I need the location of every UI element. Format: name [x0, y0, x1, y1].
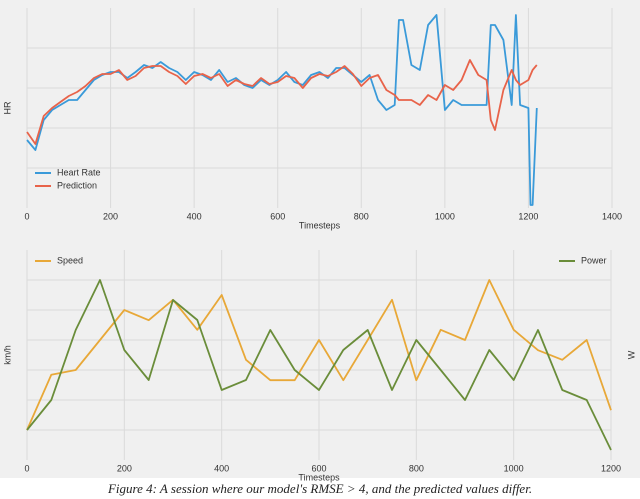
x-tick-label: 1200 [518, 211, 538, 221]
x-tick-label: 200 [117, 463, 132, 473]
legend-label: Heart Rate [57, 167, 101, 177]
x-tick-label: 200 [103, 211, 118, 221]
figure-background [0, 0, 640, 478]
x-tick-label: 400 [214, 463, 229, 473]
x-tick-label: 600 [311, 463, 326, 473]
y-axis-label: HR [2, 101, 12, 114]
series-line [26, 279, 612, 431]
x-tick-label: 400 [187, 211, 202, 221]
y-axis-label: km/h [2, 345, 12, 365]
x-axis-label: Timesteps [299, 220, 341, 230]
x-tick-label: 0 [24, 463, 29, 473]
x-tick-label: 600 [270, 211, 285, 221]
x-tick-label: 800 [354, 211, 369, 221]
series-line [26, 59, 538, 145]
x-tick-label: 1000 [504, 463, 524, 473]
x-tick-label: 1000 [435, 211, 455, 221]
caption: Figure 4: A session where our model's RM… [107, 481, 532, 496]
legend-label: Speed [57, 255, 83, 265]
x-tick-label: 1200 [601, 463, 621, 473]
y2-axis-label: W [626, 350, 636, 359]
x-tick-label: 0 [24, 211, 29, 221]
x-tick-label: 1400 [602, 211, 622, 221]
legend-label: Power [581, 255, 607, 265]
legend-label: Prediction [57, 180, 97, 190]
x-axis-label: Timesteps [298, 472, 340, 482]
series-line [26, 279, 612, 451]
x-tick-label: 800 [409, 463, 424, 473]
series-line [26, 14, 538, 206]
